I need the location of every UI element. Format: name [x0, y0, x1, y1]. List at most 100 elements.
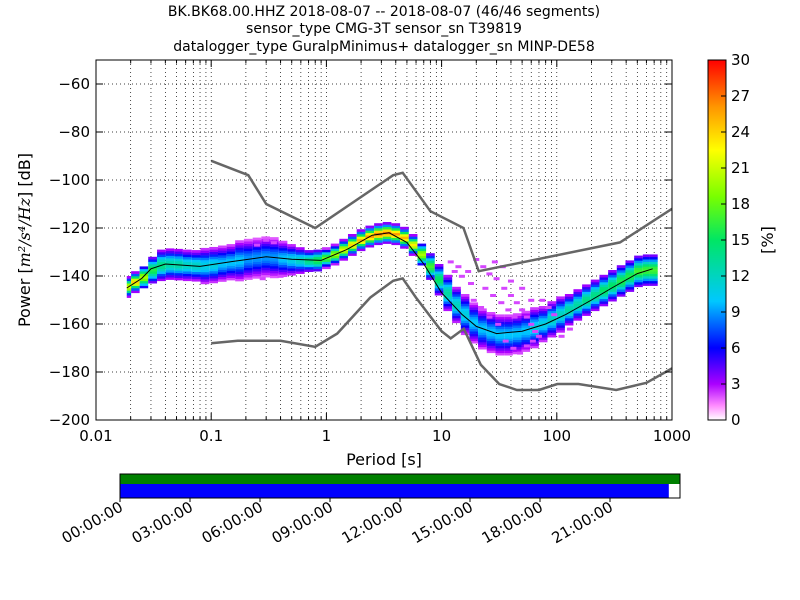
pdf-cell	[495, 338, 505, 342]
pdf-cell	[218, 274, 227, 278]
pdf-cell	[504, 345, 513, 349]
pdf-cell	[226, 272, 236, 276]
pdf-cell	[460, 320, 470, 324]
pdf-cell	[521, 322, 531, 326]
pdf-cell	[157, 278, 166, 282]
pdf-cell	[252, 276, 262, 279]
pdf-cell	[512, 349, 522, 352]
pdf-cell	[642, 273, 650, 277]
pdf-cell	[252, 249, 262, 253]
pdf-cell	[374, 242, 383, 246]
pdf-cell	[235, 269, 244, 272]
pdf-cell	[625, 274, 635, 278]
pdf-cell	[495, 316, 505, 320]
pdf-cell	[530, 312, 539, 315]
pdf-cell	[263, 238, 270, 242]
pdf-cell	[616, 270, 626, 273]
pdf-cell	[530, 333, 539, 337]
pdf-cell	[218, 259, 227, 263]
pdf-cell	[608, 272, 617, 276]
pdf-cell	[507, 279, 514, 283]
pdf-cell	[538, 339, 548, 343]
pdf-cell	[270, 241, 277, 245]
time-label: 03:00:00	[129, 498, 196, 547]
pdf-cell	[599, 289, 609, 292]
pdf-cell	[148, 256, 158, 260]
pdf-cell	[157, 259, 166, 262]
pdf-cell	[157, 271, 166, 274]
pdf-cell	[313, 266, 323, 270]
pdf-cell	[573, 301, 583, 304]
pdf-cell	[486, 340, 496, 344]
pdf-cell	[126, 283, 132, 286]
pdf-cell	[226, 248, 236, 252]
pdf-cell	[218, 247, 227, 251]
pdf-cell	[478, 342, 487, 345]
pdf-cell	[458, 274, 465, 278]
pdf-cell	[642, 271, 650, 274]
pdf-cell	[226, 256, 236, 259]
pdf-cell	[504, 343, 513, 346]
pdf-cell	[564, 320, 574, 324]
pdf-cell	[126, 290, 132, 294]
pdf-cell	[510, 346, 517, 350]
pdf-cell	[235, 257, 244, 260]
y-tick-label: −80	[58, 123, 90, 141]
pdf-cell	[452, 301, 461, 304]
pdf-cell	[556, 330, 565, 333]
pdf-cell	[434, 276, 444, 279]
pdf-cell	[590, 301, 600, 304]
pdf-cell	[148, 259, 158, 262]
pdf-cell	[269, 263, 279, 267]
pdf-cell	[139, 276, 149, 279]
pdf-cell	[408, 250, 418, 254]
pdf-cell	[547, 306, 557, 309]
pdf-cell	[209, 249, 219, 253]
pdf-cell	[295, 266, 305, 270]
pdf-cell	[235, 242, 244, 246]
pdf-cell	[460, 313, 470, 316]
pdf-cell	[649, 283, 658, 286]
pdf-cell	[590, 306, 600, 309]
pdf-cell	[252, 254, 262, 258]
pdf-cell	[365, 225, 375, 229]
time-axis-labels: 00:00:00 03:00:00 06:00:00 09:00:00 12:00:00…	[59, 498, 616, 547]
pdf-cell	[157, 249, 166, 253]
pdf-cell	[443, 274, 453, 278]
pdf-cell	[599, 286, 609, 290]
pdf-cell	[295, 247, 305, 250]
pdf-cell	[304, 262, 314, 265]
pdf-cell	[521, 310, 531, 314]
pdf-cell	[235, 261, 244, 265]
pdf-cell	[313, 268, 323, 272]
pdf-cell	[382, 238, 392, 242]
pdf-cell	[469, 338, 479, 342]
pdf-cell	[313, 256, 323, 260]
pdf-cell	[547, 332, 557, 336]
pdf-cell	[649, 268, 658, 272]
pdf-cell	[391, 237, 401, 241]
colorbar-tick-label: 9	[731, 303, 741, 321]
pdf-cell	[157, 276, 166, 279]
pdf-cell	[191, 278, 201, 282]
pdf-cell	[426, 274, 435, 278]
pdf-cell	[218, 257, 227, 261]
pdf-cell	[590, 289, 600, 292]
pdf-cell	[417, 255, 427, 259]
pdf-cell	[400, 229, 409, 232]
pdf-cell	[547, 320, 557, 324]
pdf-cell	[530, 316, 539, 320]
pdf-cell	[504, 350, 513, 354]
pdf-cell	[573, 291, 583, 295]
pdf-cell	[148, 268, 158, 272]
pdf-cell	[521, 332, 531, 336]
pdf-cell	[469, 314, 479, 318]
pdf-cell	[148, 271, 158, 274]
pdf-cell	[642, 264, 650, 267]
pdf-cell	[486, 312, 496, 315]
pdf-cell	[243, 241, 253, 244]
pdf-cell	[599, 282, 609, 285]
pdf-cell	[434, 264, 444, 267]
pdf-cell	[226, 270, 236, 274]
pdf-cell	[573, 308, 583, 312]
